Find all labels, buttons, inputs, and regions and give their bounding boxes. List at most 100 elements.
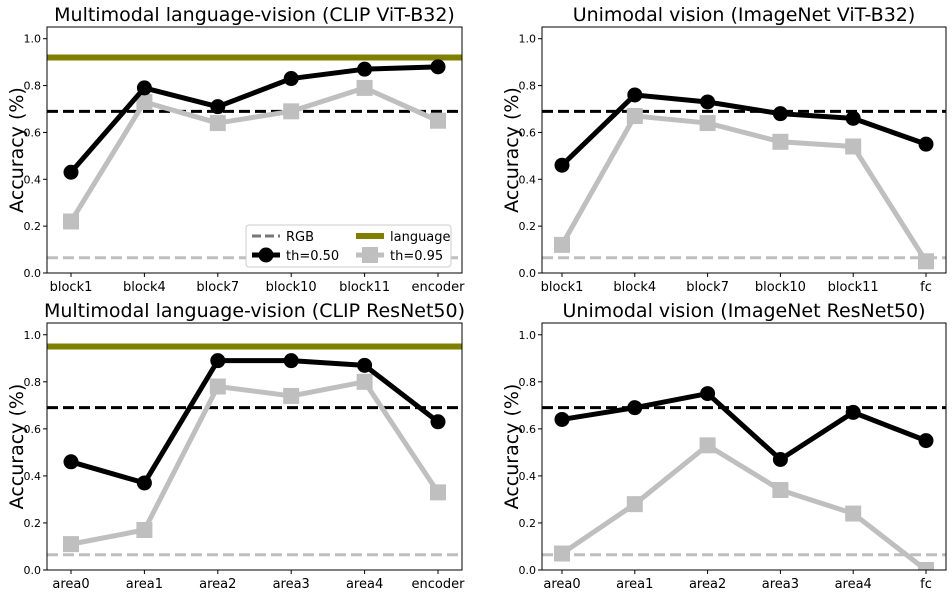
series-line [560, 442, 928, 570]
x-tick-label: area2 [199, 577, 236, 592]
data-point [700, 386, 716, 402]
series-line [561, 391, 927, 462]
plot-area [542, 386, 946, 570]
series-line [560, 92, 927, 168]
data-point [772, 451, 788, 467]
y-tick-label: 0.6 [24, 423, 42, 436]
data-point [430, 59, 446, 75]
y-axis-label: Accuracy (%) [6, 384, 28, 510]
y-tick-label: 0.6 [519, 423, 537, 436]
data-point [845, 110, 861, 126]
data-point [772, 482, 789, 499]
chart-title: Multimodal language-vision (CLIP ResNet5… [44, 300, 465, 322]
legend-label: th=0.50 [286, 249, 339, 264]
x-tick-label: block4 [123, 280, 166, 295]
data-point [209, 378, 226, 395]
chart-panel-1: Multimodal language-vision (CLIP ViT-B32… [6, 4, 465, 295]
chart-panel-2: Unimodal vision (ImageNet ViT-B32) Accura… [501, 4, 947, 295]
series-line [70, 358, 440, 486]
x-tick-label: area4 [835, 577, 872, 592]
y-tick-label: 0.0 [519, 564, 537, 577]
y-tick-label: 0.6 [519, 126, 537, 139]
y-tick-label: 0.0 [24, 267, 42, 280]
data-point [430, 484, 446, 501]
x-tick-label: block7 [686, 280, 729, 295]
data-point [918, 136, 934, 152]
series-th050 [554, 87, 934, 173]
data-point [845, 404, 861, 420]
data-point [63, 536, 79, 553]
plot-area [47, 343, 462, 557]
axes-frame [46, 26, 463, 274]
legend-label: RGB [286, 230, 314, 245]
y-tick-label: 1.0 [519, 329, 537, 342]
data-point [918, 253, 934, 270]
x-tick-label: block10 [266, 280, 317, 295]
x-tick-label: block11 [828, 280, 879, 295]
series-th095 [63, 373, 446, 553]
chart-title: Unimodal vision (ImageNet ViT-B32) [573, 4, 916, 26]
legend-item: RGB [252, 230, 314, 245]
y-tick-label: 1.0 [24, 33, 42, 46]
y-tick-label: 0.0 [24, 564, 42, 577]
legend-item: th=0.95 [356, 247, 443, 264]
data-point [283, 103, 300, 120]
plot-area [47, 54, 462, 260]
y-tick-label: 0.2 [519, 220, 537, 233]
x-tick-label: area0 [543, 577, 580, 592]
series-th050 [63, 59, 446, 180]
y-tick-label: 0.4 [519, 173, 537, 186]
y-tick-label: 0.4 [24, 470, 42, 483]
data-point [430, 112, 446, 129]
data-point [845, 505, 862, 522]
plot-area [542, 87, 946, 270]
data-point [845, 138, 862, 155]
legend-label: th=0.95 [390, 249, 443, 264]
x-tick-label: area3 [762, 577, 799, 592]
data-point [626, 108, 643, 125]
data-point [699, 115, 716, 132]
x-tick-label: block1 [541, 280, 584, 295]
data-point [136, 522, 153, 539]
data-point [699, 437, 716, 454]
y-tick-label: 0.8 [519, 376, 537, 389]
x-tick-label: area1 [616, 577, 653, 592]
series-line [559, 113, 929, 263]
series-line [69, 64, 439, 174]
data-point [356, 373, 373, 390]
data-point [283, 387, 300, 404]
y-tick-label: 0.2 [24, 220, 42, 233]
data-point [554, 157, 570, 173]
data-point [772, 133, 789, 150]
series-line [68, 85, 440, 223]
series-th095 [554, 108, 934, 270]
x-tick-label: encoder [412, 577, 466, 592]
y-tick-label: 0.6 [24, 126, 42, 139]
axes-frame [541, 26, 947, 274]
chart-title: Multimodal language-vision (CLIP ViT-B32… [54, 4, 455, 26]
data-point [430, 414, 446, 430]
data-point [283, 353, 299, 369]
y-tick-label: 0.8 [24, 376, 42, 389]
y-axis-label: Accuracy (%) [6, 87, 28, 213]
legend-label: language [390, 230, 451, 245]
data-point [357, 61, 373, 77]
data-point [700, 94, 716, 110]
series-th095 [63, 79, 446, 230]
data-point [283, 71, 299, 87]
data-point [554, 545, 570, 562]
data-point [63, 164, 79, 180]
data-point [136, 80, 152, 96]
y-tick-label: 0.0 [519, 267, 537, 280]
legend-item: th=0.50 [252, 247, 339, 264]
series-th095 [554, 437, 934, 570]
y-tick-label: 0.4 [519, 470, 537, 483]
axes-frame [46, 322, 463, 571]
x-tick-label: area3 [273, 577, 310, 592]
y-tick-label: 0.2 [24, 517, 42, 530]
legend-box [245, 224, 452, 268]
data-point [209, 115, 226, 132]
x-tick-label: block4 [613, 280, 656, 295]
data-point [357, 357, 373, 373]
